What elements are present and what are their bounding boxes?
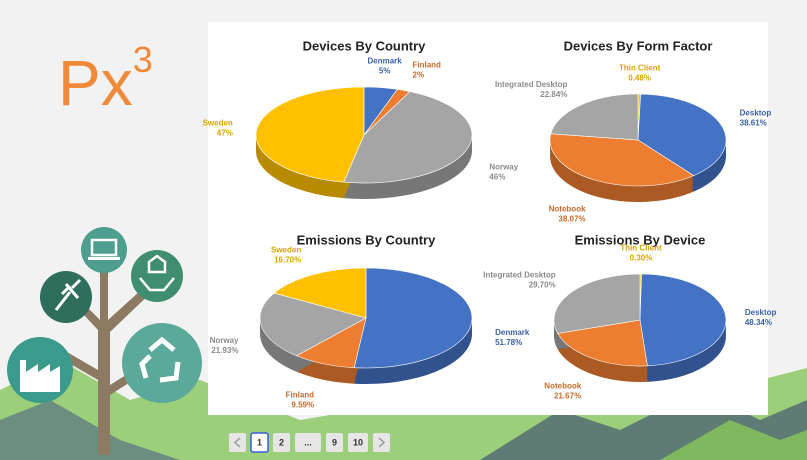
- slice-value-label: 47%: [217, 129, 233, 138]
- pie-slice: [553, 273, 641, 334]
- page-number: 2: [279, 437, 284, 447]
- slice-value-label: 46%: [489, 173, 505, 182]
- pie-slice: [343, 91, 473, 184]
- slice-label: Notebook: [544, 381, 581, 390]
- next-icon: [378, 437, 386, 448]
- slice-value-label: 38.61%: [740, 119, 767, 128]
- prev-icon: [233, 437, 241, 448]
- slice-label: Norway: [489, 163, 518, 172]
- pie-slice: [353, 267, 473, 369]
- slice-value-label: 21.93%: [211, 346, 238, 355]
- slice-label: Sweden: [203, 119, 233, 128]
- page-number: 10: [353, 437, 363, 447]
- slice-label: Desktop: [745, 308, 777, 317]
- slice-value-label: 2%: [413, 70, 425, 79]
- slice-value-label: 9.59%: [291, 401, 314, 410]
- prev-button[interactable]: [229, 433, 246, 452]
- slice-label: Denmark: [367, 56, 402, 65]
- page-number: 1: [257, 437, 262, 447]
- slice-value-label: 29.70%: [529, 280, 556, 289]
- slice-label: Notebook: [549, 204, 586, 213]
- slice-value-label: 0.30%: [630, 253, 653, 262]
- slice-value-label: 16.70%: [274, 255, 301, 264]
- page-button[interactable]: [250, 432, 269, 453]
- slice-value-label: 22.84%: [540, 90, 567, 99]
- pie-slice: [637, 93, 727, 176]
- slice-label: Sweden: [271, 245, 301, 254]
- slice-label: Thin Client: [620, 243, 662, 252]
- next-button[interactable]: [373, 433, 390, 452]
- pie-slice: [550, 93, 639, 141]
- logo: Px3: [58, 39, 153, 119]
- page-number: 9: [332, 437, 337, 447]
- charts: Devices By CountryDenmark5%Finland2%Norw…: [203, 38, 777, 409]
- slice-label: Integrated Desktop: [483, 270, 556, 279]
- slice-label: Thin Client: [619, 63, 661, 72]
- slice-value-label: 0.48%: [628, 73, 651, 82]
- chart-title: Emissions By Country: [297, 232, 436, 247]
- page-button[interactable]: [295, 433, 321, 452]
- tree-illustration: [7, 227, 202, 455]
- chart-title: Devices By Country: [303, 38, 427, 53]
- pie-slice: [273, 267, 367, 319]
- slice-label: Finland: [413, 60, 442, 69]
- chart-title: Devices By Form Factor: [564, 38, 713, 53]
- page-button[interactable]: [326, 433, 343, 452]
- slice-value-label: 21.67%: [554, 391, 581, 400]
- pagination: 1 2... 9 10: [229, 432, 390, 453]
- page-button[interactable]: [273, 433, 290, 452]
- slice-label: Norway: [210, 336, 239, 345]
- slice-label: Finland: [286, 391, 315, 400]
- page-button[interactable]: [348, 433, 368, 452]
- pie-slice: [557, 319, 648, 367]
- pie-slice: [639, 273, 727, 367]
- slice-label: Integrated Desktop: [495, 80, 568, 89]
- slice-value-label: 51.78%: [495, 338, 522, 347]
- slice-value-label: 38.07%: [558, 214, 585, 223]
- chart-title: Emissions By Device: [575, 232, 706, 247]
- pie-slice: [255, 86, 365, 183]
- slice-label: Denmark: [495, 328, 530, 337]
- page-number: ...: [304, 437, 312, 447]
- slice-value-label: 48.34%: [745, 318, 772, 327]
- slice-value-label: 5%: [379, 66, 391, 75]
- pie-slice: [259, 292, 367, 357]
- pie-slice: [549, 133, 695, 187]
- slice-label: Desktop: [740, 109, 772, 118]
